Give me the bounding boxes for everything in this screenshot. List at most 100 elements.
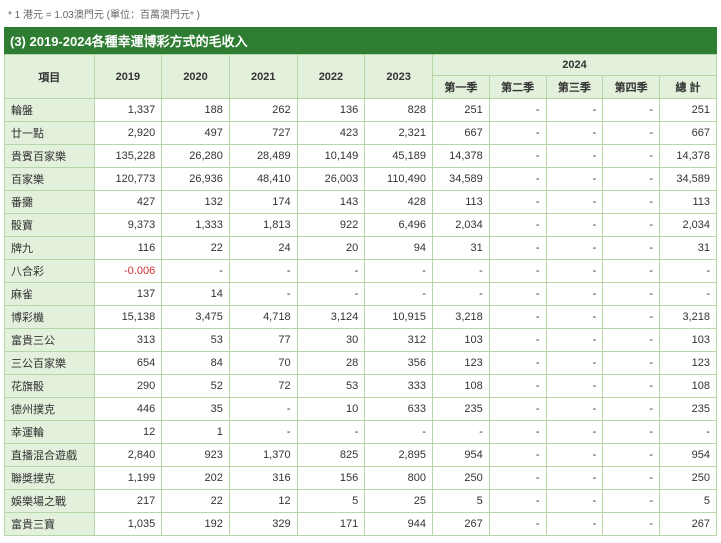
cell-q2: -: [489, 214, 546, 237]
col-q4: 第四季: [603, 76, 660, 99]
cell-q2: -: [489, 237, 546, 260]
table-row: 番攤427132174143428113---113: [5, 191, 717, 214]
cell-y2023: 110,490: [365, 168, 433, 191]
cell-total: 667: [660, 122, 717, 145]
cell-y2023: 828: [365, 99, 433, 122]
row-label: 骰寶: [5, 214, 95, 237]
unit-note: * 1 港元 = 1.03澳門元 (單位：百萬澳門元* ): [4, 4, 717, 27]
cell-q3: -: [546, 122, 603, 145]
row-label: 富貴三公: [5, 329, 95, 352]
cell-q1: 667: [432, 122, 489, 145]
cell-q3: -: [546, 237, 603, 260]
cell-y2022: 171: [297, 513, 365, 536]
cell-y2020: 923: [162, 444, 230, 467]
cell-total: 34,589: [660, 168, 717, 191]
row-label: 八合彩: [5, 260, 95, 283]
cell-y2023: -: [365, 283, 433, 306]
cell-y2021: 174: [229, 191, 297, 214]
cell-y2023: 800: [365, 467, 433, 490]
cell-q1: 14,378: [432, 145, 489, 168]
cell-y2023: 25: [365, 490, 433, 513]
row-label: 貴賓百家樂: [5, 145, 95, 168]
cell-y2023: 312: [365, 329, 433, 352]
cell-q3: -: [546, 191, 603, 214]
cell-y2020: 202: [162, 467, 230, 490]
cell-q4: -: [603, 490, 660, 513]
cell-y2019: 427: [94, 191, 162, 214]
cell-q4: -: [603, 306, 660, 329]
cell-y2022: 20: [297, 237, 365, 260]
cell-y2020: 497: [162, 122, 230, 145]
cell-y2022: 423: [297, 122, 365, 145]
col-q3: 第三季: [546, 76, 603, 99]
cell-y2020: 188: [162, 99, 230, 122]
cell-q4: -: [603, 99, 660, 122]
col-2020: 2020: [162, 55, 230, 99]
table-row: 麻雀13714--------: [5, 283, 717, 306]
cell-q2: -: [489, 99, 546, 122]
cell-y2019: 12: [94, 421, 162, 444]
cell-q4: -: [603, 444, 660, 467]
col-2023: 2023: [365, 55, 433, 99]
cell-y2023: 356: [365, 352, 433, 375]
cell-y2019: 137: [94, 283, 162, 306]
table-row: 娛樂場之戰21722125255---5: [5, 490, 717, 513]
cell-y2020: -: [162, 260, 230, 283]
cell-y2022: 922: [297, 214, 365, 237]
cell-y2021: 1,813: [229, 214, 297, 237]
cell-q1: 34,589: [432, 168, 489, 191]
cell-q3: -: [546, 214, 603, 237]
cell-y2021: -: [229, 398, 297, 421]
cell-y2020: 26,280: [162, 145, 230, 168]
table-row: 直播混合遊戲2,8409231,3708252,895954---954: [5, 444, 717, 467]
cell-y2020: 3,475: [162, 306, 230, 329]
cell-y2022: 136: [297, 99, 365, 122]
cell-q2: -: [489, 145, 546, 168]
col-2022: 2022: [297, 55, 365, 99]
row-label: 德州撲克: [5, 398, 95, 421]
cell-q3: -: [546, 513, 603, 536]
table-row: 聯獎撲克1,199202316156800250---250: [5, 467, 717, 490]
row-label: 幸運輪: [5, 421, 95, 444]
row-label: 博彩機: [5, 306, 95, 329]
table-row: 骰寶9,3731,3331,8139226,4962,034---2,034: [5, 214, 717, 237]
cell-y2022: 28: [297, 352, 365, 375]
cell-q1: 108: [432, 375, 489, 398]
cell-y2020: 84: [162, 352, 230, 375]
cell-y2021: 262: [229, 99, 297, 122]
cell-q1: 267: [432, 513, 489, 536]
cell-q2: -: [489, 191, 546, 214]
cell-q3: -: [546, 375, 603, 398]
cell-q1: 235: [432, 398, 489, 421]
cell-y2019: 116: [94, 237, 162, 260]
cell-y2019: 290: [94, 375, 162, 398]
cell-q3: -: [546, 168, 603, 191]
cell-q1: 103: [432, 329, 489, 352]
row-label: 牌九: [5, 237, 95, 260]
cell-q4: -: [603, 168, 660, 191]
cell-y2021: 4,718: [229, 306, 297, 329]
cell-y2022: 825: [297, 444, 365, 467]
table-title: (3) 2019-2024各種幸運博彩方式的毛收入: [4, 27, 717, 54]
cell-q1: 251: [432, 99, 489, 122]
row-label: 聯獎撲克: [5, 467, 95, 490]
cell-total: 250: [660, 467, 717, 490]
cell-q1: 3,218: [432, 306, 489, 329]
cell-q4: -: [603, 191, 660, 214]
cell-total: -: [660, 421, 717, 444]
row-label: 輪盤: [5, 99, 95, 122]
cell-q2: -: [489, 283, 546, 306]
cell-q2: -: [489, 398, 546, 421]
col-2024: 2024: [432, 55, 716, 76]
cell-total: 267: [660, 513, 717, 536]
cell-q2: -: [489, 352, 546, 375]
cell-y2021: 24: [229, 237, 297, 260]
col-q2: 第二季: [489, 76, 546, 99]
cell-q1: 31: [432, 237, 489, 260]
cell-q2: -: [489, 444, 546, 467]
cell-total: 108: [660, 375, 717, 398]
cell-q3: -: [546, 352, 603, 375]
cell-y2020: 22: [162, 490, 230, 513]
cell-y2019: 217: [94, 490, 162, 513]
cell-q2: -: [489, 490, 546, 513]
